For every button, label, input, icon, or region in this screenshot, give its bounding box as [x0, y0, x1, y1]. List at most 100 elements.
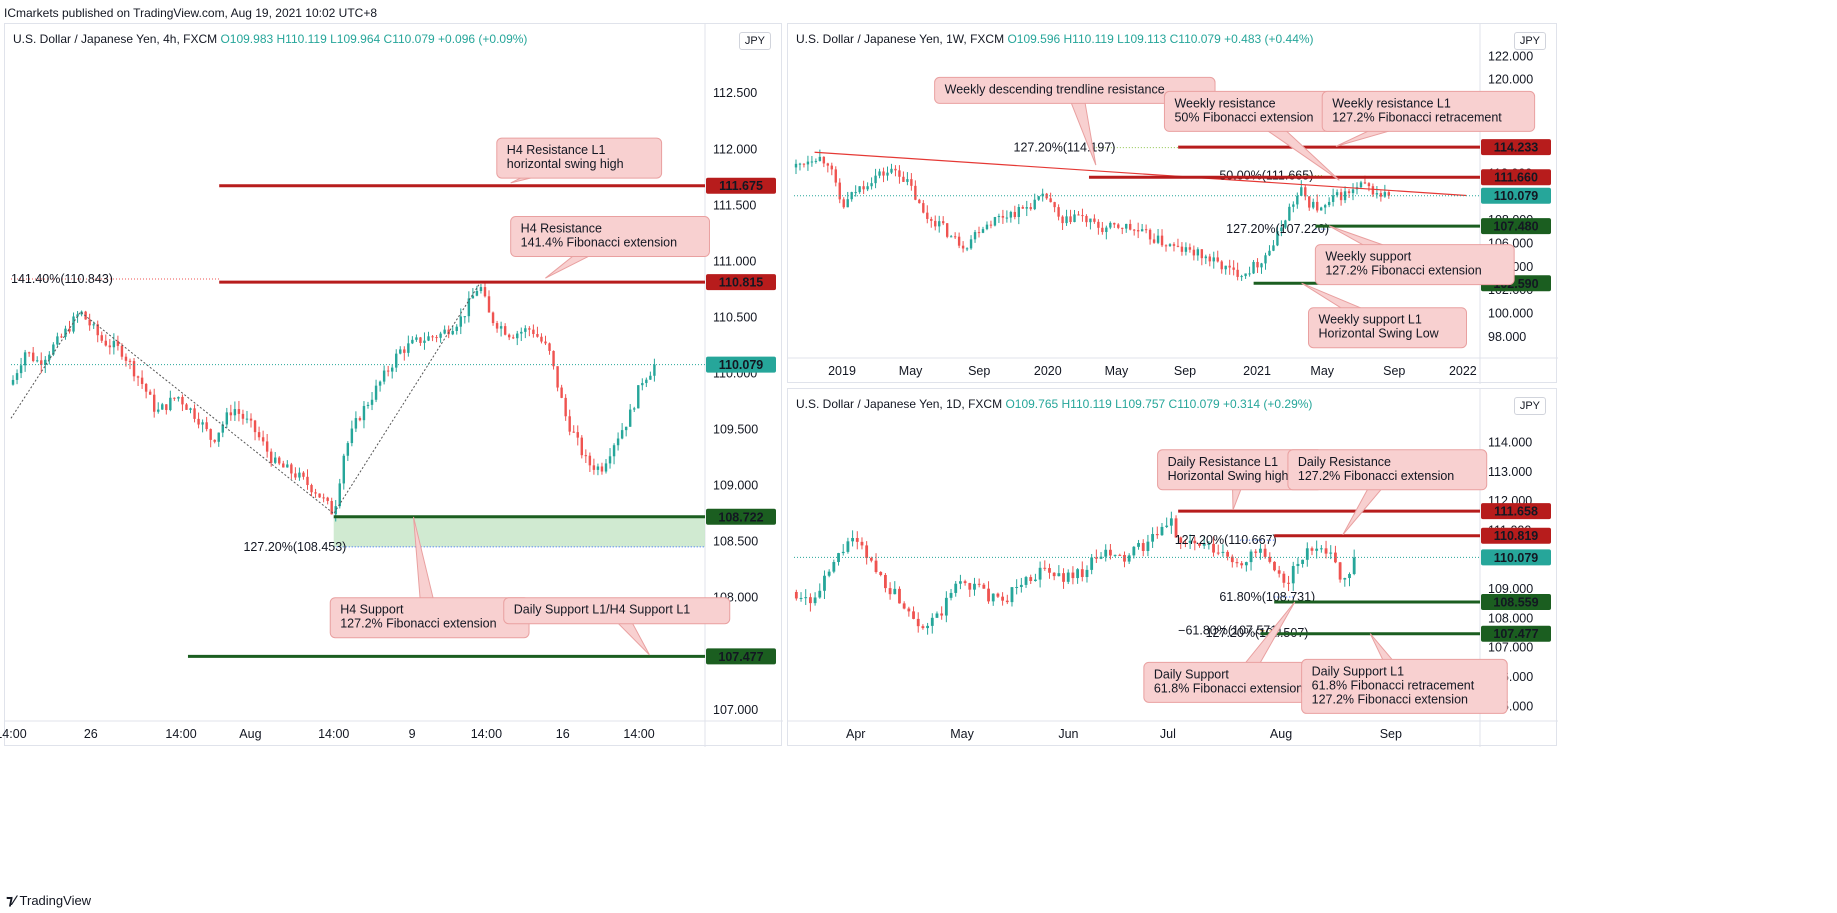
candle-body [645, 379, 648, 384]
candle-body [906, 179, 909, 182]
candle-body [556, 366, 559, 388]
candle-body [1065, 216, 1068, 224]
candle-body [1123, 554, 1126, 562]
weekly-low: L109.113 [1117, 32, 1167, 46]
descending-trendline [814, 151, 1467, 197]
candle-body [36, 360, 39, 362]
candle-body [902, 176, 905, 182]
candle-body [342, 455, 346, 484]
daily-support-l1-price-badge [706, 648, 776, 665]
candle-body [1121, 227, 1124, 229]
daily-chart-panel[interactable]: U.S. Dollar / Japanese Yen, 1D, FXCM O10… [787, 388, 1558, 747]
candle-body [278, 457, 281, 464]
callout-text: Weekly support [1325, 250, 1411, 264]
x-tick-label: Sep [968, 364, 990, 378]
candle-body [818, 590, 822, 598]
candle-body [1383, 192, 1387, 197]
candle-body [390, 367, 394, 372]
candle-body [1029, 577, 1033, 581]
daily-support-price-label: 108.559 [1493, 595, 1538, 609]
fib-level-label: 127.20%(107.507) [1206, 626, 1309, 640]
candle-body [1264, 255, 1267, 264]
candle-body [1228, 265, 1231, 268]
candle-body [1113, 554, 1117, 556]
candle-body [395, 353, 398, 368]
candle-body [1005, 217, 1009, 219]
h4-currency-badge[interactable]: JPY [738, 32, 771, 50]
x-tick-label: May [950, 727, 974, 741]
candle-body [968, 583, 972, 590]
candle-body [620, 430, 624, 439]
candle-body [1224, 265, 1227, 270]
weekly-currency-badge[interactable]: JPY [1513, 32, 1546, 50]
weekly-high: H110.119 [1063, 32, 1114, 46]
y-tick-label: 114.000 [1488, 435, 1532, 449]
candle-body [794, 591, 798, 599]
callout-text: 127.2% Fibonacci extension [340, 617, 496, 631]
candle-body [898, 588, 901, 604]
candle-body [851, 537, 855, 542]
tradingview-logo-icon[interactable]: ⁊⁄ [6, 892, 16, 908]
candle-body [934, 220, 937, 227]
candle-body [1216, 552, 1220, 554]
daily-change: +0.314 (+0.29%) [1223, 397, 1313, 411]
candle-body [491, 312, 495, 324]
current-price-badge [706, 356, 776, 373]
candle-body [463, 316, 467, 318]
candle-body [1015, 586, 1019, 588]
candle-body [1300, 187, 1303, 196]
candle-body [1090, 557, 1094, 570]
callout-box [1314, 244, 1515, 286]
candle-body [88, 319, 91, 326]
candle-body [48, 354, 51, 360]
daily-currency-badge[interactable]: JPY [1513, 397, 1546, 415]
candle-body [76, 314, 79, 317]
candle-body [124, 356, 128, 361]
x-tick-label: 2020 [1034, 364, 1062, 378]
footer-brand[interactable]: TradingView [19, 893, 92, 908]
h4-chart-panel[interactable]: U.S. Dollar / Japanese Yen, 4h, FXCM O10… [0, 23, 783, 747]
candle-body [1132, 229, 1136, 231]
current-price-label: 110.079 [719, 358, 764, 372]
candle-body [1001, 215, 1005, 218]
candle-body [973, 232, 977, 240]
x-tick-label: 2019 [828, 364, 856, 378]
candle-body [1312, 201, 1315, 208]
x-tick-label: 9 [409, 727, 416, 741]
candle-body [1296, 563, 1300, 567]
candle-body [854, 192, 857, 194]
candle-body [415, 337, 418, 340]
candle-body [982, 584, 986, 589]
candle-body [197, 418, 200, 425]
candle-body [1296, 195, 1299, 205]
callout-box [1301, 658, 1508, 714]
candle-body [1204, 256, 1207, 259]
candle-body [136, 376, 140, 378]
candle-body [1192, 249, 1196, 256]
candle-body [1207, 543, 1211, 545]
current-price-badge [1481, 187, 1551, 204]
fib-level-label: 141.40%(110.843) [11, 272, 113, 286]
candle-body [1263, 548, 1267, 557]
y-tick-label: 113.000 [1488, 465, 1532, 479]
candle-body [467, 298, 471, 317]
x-tick-label: 2022 [1449, 364, 1477, 378]
callout-text: Daily Resistance [1298, 455, 1391, 469]
candle-body [1335, 192, 1339, 196]
candle-body [1156, 235, 1160, 243]
candle-body [1129, 223, 1132, 230]
candle-body [443, 329, 446, 334]
candle-body [407, 343, 410, 353]
weekly-chart-panel[interactable]: U.S. Dollar / Japanese Yen, 1W, FXCM O10… [787, 23, 1558, 384]
candle-body [1094, 557, 1098, 559]
candle-body [1188, 540, 1192, 543]
candle-body [346, 443, 350, 456]
candle-body [813, 597, 817, 604]
candle-body [1057, 207, 1060, 217]
candle-body [370, 399, 374, 405]
x-tick-label: Sep [1174, 364, 1196, 378]
